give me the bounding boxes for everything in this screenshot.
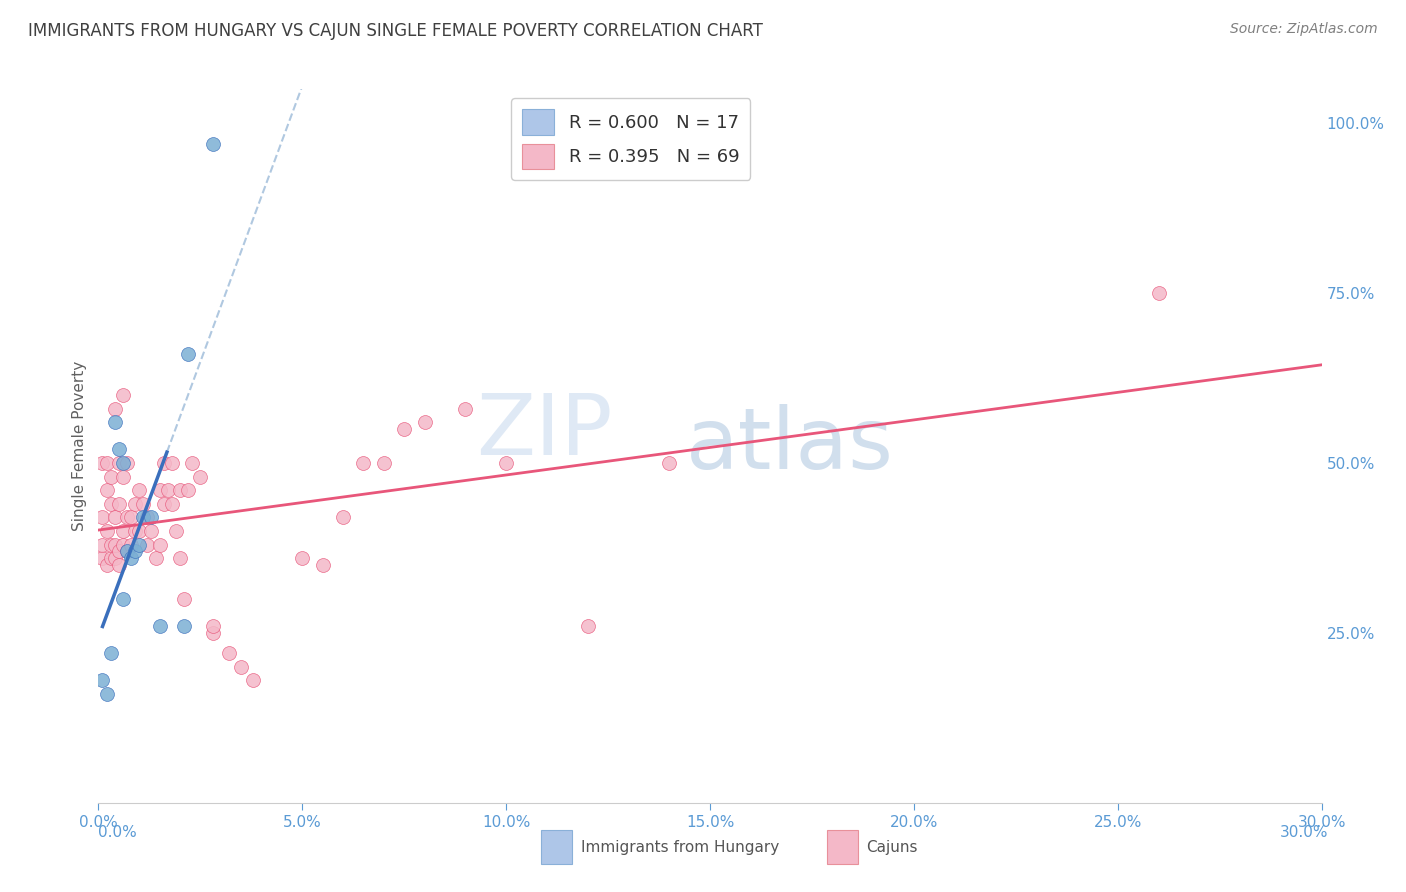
Point <box>136 510 159 524</box>
Point <box>141 524 163 538</box>
Point <box>141 510 163 524</box>
Point <box>108 497 131 511</box>
Point <box>91 510 114 524</box>
Point <box>111 591 134 606</box>
Point <box>454 401 477 416</box>
Point <box>124 544 146 558</box>
Point <box>100 537 122 551</box>
Point <box>1147 286 1170 301</box>
Point <box>115 456 138 470</box>
Point <box>152 456 174 470</box>
Point <box>104 415 127 429</box>
Point <box>165 524 187 538</box>
Point <box>201 136 224 151</box>
Point <box>115 544 138 558</box>
Point <box>132 497 155 511</box>
Point <box>104 401 127 416</box>
Point <box>373 456 395 470</box>
Point <box>658 456 681 470</box>
Point <box>149 537 172 551</box>
Point <box>100 646 122 660</box>
Point <box>120 537 142 551</box>
Point <box>132 510 155 524</box>
Text: IMMIGRANTS FROM HUNGARY VS CAJUN SINGLE FEMALE POVERTY CORRELATION CHART: IMMIGRANTS FROM HUNGARY VS CAJUN SINGLE … <box>28 22 763 40</box>
Text: Source: ZipAtlas.com: Source: ZipAtlas.com <box>1230 22 1378 37</box>
Point <box>201 626 224 640</box>
Point <box>173 591 195 606</box>
Point <box>576 619 599 633</box>
Point <box>120 510 142 524</box>
Point <box>149 619 172 633</box>
Point <box>91 537 114 551</box>
Text: Cajuns: Cajuns <box>866 839 918 855</box>
Point <box>124 497 146 511</box>
Point <box>392 422 416 436</box>
Point <box>160 497 183 511</box>
Bar <box>827 830 858 863</box>
Legend: R = 0.600   N = 17, R = 0.395   N = 69: R = 0.600 N = 17, R = 0.395 N = 69 <box>512 98 751 180</box>
Point <box>231 660 253 674</box>
Point <box>96 483 118 498</box>
Text: 0.0%: 0.0% <box>98 825 138 839</box>
Point <box>177 347 200 361</box>
Point <box>100 469 122 483</box>
Point <box>111 456 134 470</box>
Point <box>115 510 138 524</box>
Point <box>169 483 191 498</box>
Point <box>173 619 195 633</box>
Point <box>181 456 204 470</box>
Point <box>108 442 131 457</box>
Point <box>124 524 146 538</box>
Point <box>156 483 179 498</box>
Point <box>91 551 114 566</box>
Point <box>111 469 134 483</box>
Point <box>108 544 131 558</box>
Point <box>312 558 335 572</box>
Point <box>201 619 224 633</box>
Point <box>145 551 167 566</box>
Point <box>100 497 122 511</box>
Point <box>111 537 134 551</box>
Point <box>96 687 118 701</box>
Point <box>120 551 142 566</box>
Point <box>91 673 114 688</box>
Point <box>104 551 127 566</box>
Point <box>104 510 127 524</box>
Point <box>413 415 436 429</box>
Point <box>188 469 212 483</box>
Point <box>218 646 240 660</box>
Point <box>160 456 183 470</box>
Point <box>108 456 131 470</box>
Point <box>108 558 131 572</box>
Point <box>177 483 200 498</box>
Point <box>149 483 172 498</box>
Point <box>91 456 114 470</box>
Point <box>152 497 174 511</box>
Point <box>169 551 191 566</box>
Point <box>291 551 314 566</box>
Point <box>136 537 159 551</box>
Text: atlas: atlas <box>686 404 894 488</box>
Point <box>495 456 517 470</box>
Y-axis label: Single Female Poverty: Single Female Poverty <box>72 361 87 531</box>
Point <box>332 510 354 524</box>
Point <box>128 483 150 498</box>
Point <box>242 673 264 688</box>
Point <box>96 558 118 572</box>
Text: 30.0%: 30.0% <box>1281 825 1329 839</box>
Point <box>96 524 118 538</box>
Point <box>104 537 127 551</box>
Point <box>352 456 374 470</box>
Text: Immigrants from Hungary: Immigrants from Hungary <box>581 839 779 855</box>
Point <box>111 524 134 538</box>
Point <box>100 551 122 566</box>
Point <box>128 537 150 551</box>
Point <box>128 524 150 538</box>
Point <box>111 388 134 402</box>
Point <box>96 456 118 470</box>
Bar <box>541 830 572 863</box>
Point <box>115 544 138 558</box>
Text: ZIP: ZIP <box>475 390 612 474</box>
